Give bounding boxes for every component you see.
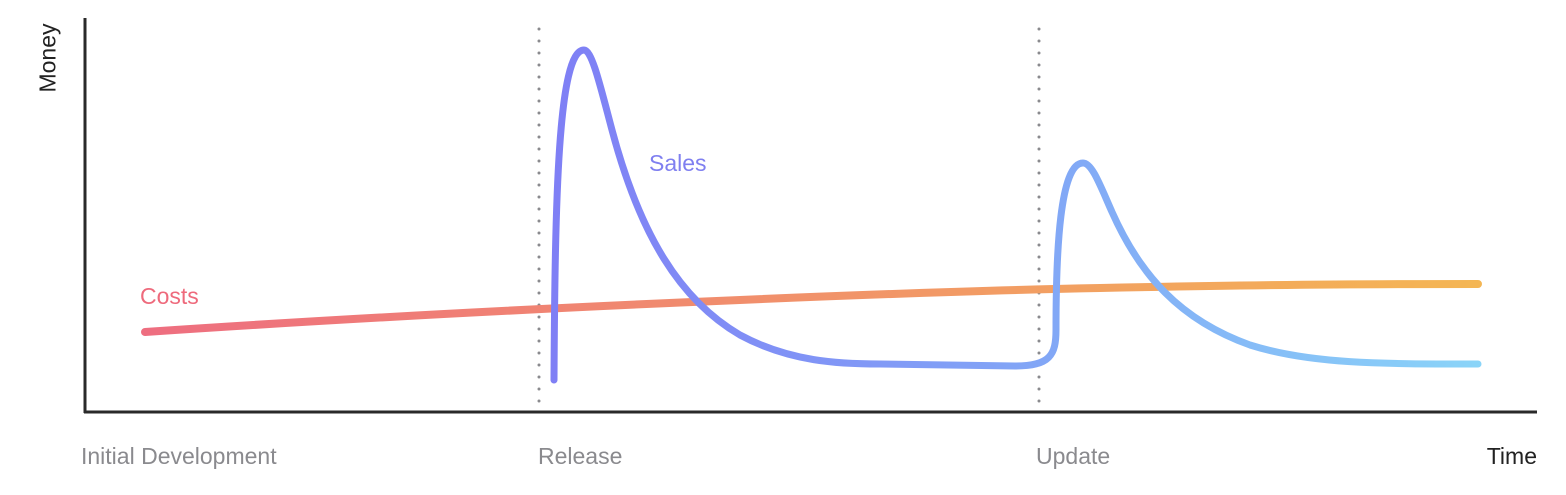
costs-line bbox=[141, 280, 1482, 336]
sales-line bbox=[550, 46, 1482, 384]
phase-label-release: Release bbox=[538, 443, 623, 469]
y-axis-label: Money bbox=[34, 23, 61, 93]
phase-label-update: Update bbox=[1036, 443, 1111, 469]
costs-series-label: Costs bbox=[140, 283, 199, 309]
sales-series-label: Sales bbox=[649, 150, 707, 176]
x-axis-label: Time bbox=[1486, 443, 1537, 469]
phase-label-initial-development: Initial Development bbox=[81, 443, 277, 469]
